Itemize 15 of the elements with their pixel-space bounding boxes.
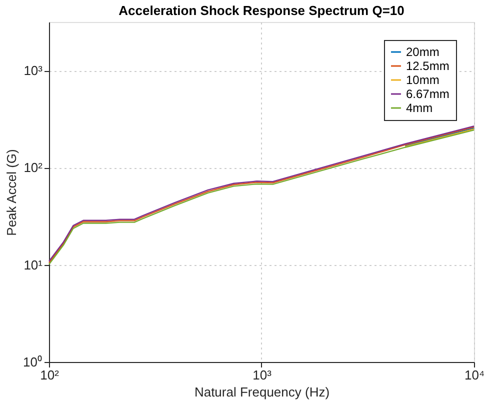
y-axis-title: Peak Accel (G) [4,149,20,236]
chart-title: Acceleration Shock Response Spectrum Q=10 [118,3,404,18]
y-tick-label: 10⁰ [23,354,42,370]
y-tick-label: 10³ [24,63,44,78]
x-tick-label: 10³ [252,368,272,382]
x-axis-title: Natural Frequency (Hz) [194,384,330,400]
legend-label: 4mm [406,101,433,115]
x-tick-label: 10⁴ [464,368,485,382]
legend-label: 12.5mm [406,59,450,73]
legend-label: 10mm [406,73,440,87]
y-tick-label: 10² [24,160,44,176]
y-tick-label: 10¹ [24,257,44,272]
legend-label: 6.67mm [406,87,450,101]
x-tick-label: 10² [40,368,60,382]
legend-label: 20mm [406,45,440,59]
